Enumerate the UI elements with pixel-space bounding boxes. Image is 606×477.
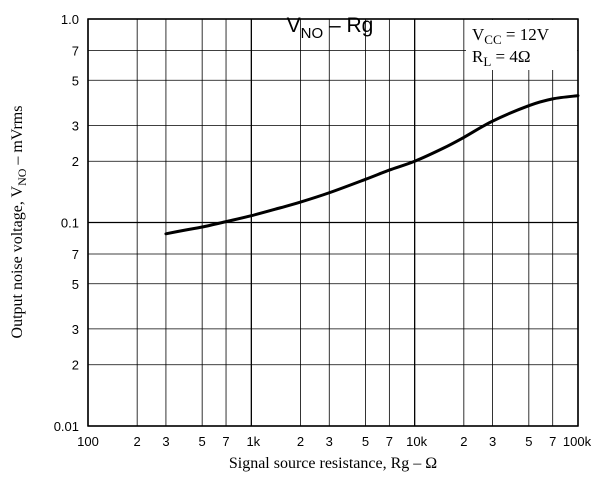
x-tick-label: 5 xyxy=(525,434,532,449)
plot-frame xyxy=(87,18,579,427)
y-tick-label: 3 xyxy=(72,118,79,133)
x-tick-labels: 100 2 3 5 7 1k 2 3 5 7 10k 2 3 5 7 100k xyxy=(77,434,591,449)
x-tick-label: 3 xyxy=(489,434,496,449)
x-axis-label: Signal source resistance, Rg – Ω xyxy=(229,455,437,472)
y-tick-label: 5 xyxy=(72,73,79,88)
annotation-rl: RL = 4Ω xyxy=(472,47,531,69)
x-tick-label: 7 xyxy=(549,434,556,449)
chart-title-sub: NO xyxy=(301,25,324,42)
series-layer xyxy=(164,94,580,236)
y-axis-label-main: Output noise voltage, V xyxy=(9,185,26,338)
y-tick-label: 1.0 xyxy=(61,12,79,27)
chart-title-main: V xyxy=(287,14,301,37)
x-tick-label: 3 xyxy=(326,434,333,449)
y-axis-label: Output noise voltage, VNO – mVrms xyxy=(9,106,29,339)
grid xyxy=(87,18,579,427)
x-tick-label: 1k xyxy=(246,434,260,449)
y-axis-label-sub: NO xyxy=(15,168,29,186)
y-tick-label: 3 xyxy=(72,322,79,337)
y-tick-label: 2 xyxy=(72,154,79,169)
x-tick-label: 2 xyxy=(460,434,467,449)
y-tick-label: 0.01 xyxy=(54,419,79,434)
noise-voltage-curve xyxy=(164,94,580,236)
x-tick-label: 2 xyxy=(297,434,304,449)
y-tick-label: 7 xyxy=(72,247,79,262)
annotation-rl-rest: = 4Ω xyxy=(491,47,530,66)
x-tick-label: 5 xyxy=(199,434,206,449)
x-tick-label: 7 xyxy=(386,434,393,449)
y-tick-label: 5 xyxy=(72,277,79,292)
y-tick-labels: 0.01 2 3 5 7 0.1 2 3 5 7 1.0 xyxy=(54,12,79,434)
x-tick-label: 10k xyxy=(406,434,427,449)
x-tick-label: 100k xyxy=(563,434,592,449)
x-tick-label: 7 xyxy=(222,434,229,449)
annotation-rl-sub: L xyxy=(483,54,491,69)
x-tick-label: 100 xyxy=(77,434,99,449)
y-tick-label: 2 xyxy=(72,358,79,373)
y-tick-label: 7 xyxy=(72,44,79,59)
y-tick-label: 0.1 xyxy=(61,216,79,231)
annotation-vcc-sub: CC xyxy=(484,32,501,47)
x-tick-label: 5 xyxy=(362,434,369,449)
x-tick-label: 2 xyxy=(134,434,141,449)
x-tick-label: 3 xyxy=(162,434,169,449)
annotation-vcc: VCC = 12V xyxy=(472,25,550,47)
annotation-rl-main: R xyxy=(472,47,484,66)
annotation-vcc-main: V xyxy=(472,25,485,44)
annotation-vcc-rest: = 12V xyxy=(502,25,550,44)
y-axis-label-rest: – mVrms xyxy=(9,106,26,169)
chart-title: VNO – Rg xyxy=(287,14,374,42)
annotation-box xyxy=(466,20,577,70)
